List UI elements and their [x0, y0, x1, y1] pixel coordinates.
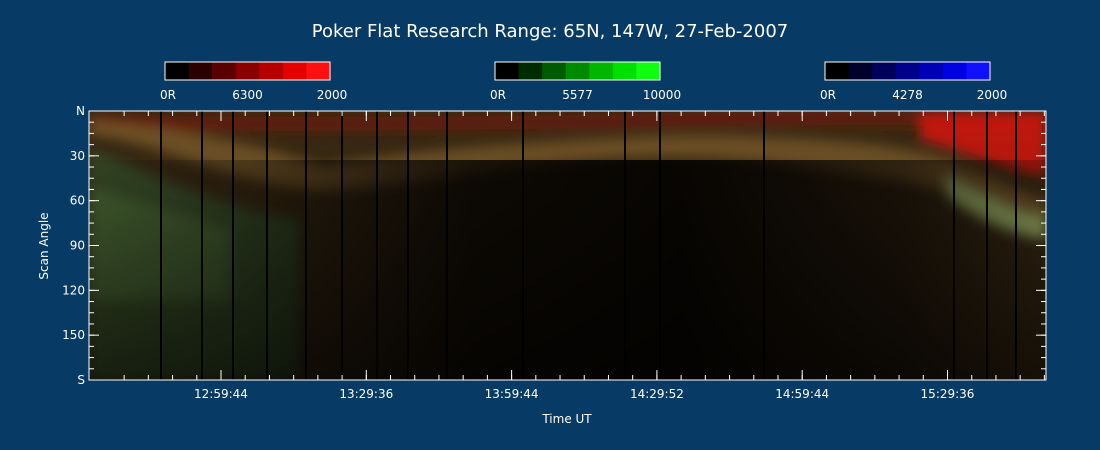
colorbar-wavelength-label: 5577	[562, 88, 593, 102]
colorbar-5577: 0R 5577 10000	[490, 61, 681, 102]
colorbar-swatch	[825, 62, 850, 80]
y-tick-label: 150	[62, 328, 85, 342]
x-tick-label: 13:59:44	[485, 387, 539, 401]
colorbar-swatch	[259, 62, 284, 80]
colorbar-swatch	[589, 62, 614, 80]
y-tick-label: S	[77, 373, 85, 387]
colorbar-swatch	[495, 62, 520, 80]
colorbar-6300: 0R 6300 2000	[160, 61, 348, 102]
colorbar-legend: 0R 6300 2000 0R 5577 10000 0R 4278 2000	[160, 61, 1008, 102]
x-tick-label: 12:59:44	[194, 387, 248, 401]
colorbar-frame	[164, 61, 331, 81]
y-tick-label: 90	[70, 239, 85, 253]
x-tick-label: 15:29:36	[921, 387, 975, 401]
data-gaps	[160, 111, 1017, 380]
colorbar-min-label: 0R	[490, 88, 506, 102]
colorbar-max-label: 10000	[643, 88, 681, 102]
colorbar-swatch	[165, 62, 190, 80]
x-axis-label: Time UT	[541, 412, 592, 426]
colorbar-4278: 0R 4278 2000	[820, 61, 1008, 102]
colorbar-swatch	[895, 62, 920, 80]
x-tick-label: 14:29:52	[630, 387, 684, 401]
colorbar-swatch	[518, 62, 543, 80]
colorbar-swatch	[966, 62, 991, 80]
colorbar-swatch	[872, 62, 897, 80]
colorbar-swatch	[612, 62, 638, 80]
colorbar-min-label: 0R	[160, 88, 176, 102]
chart-title: Poker Flat Research Range: 65N, 147W, 27…	[312, 21, 788, 42]
colorbar-max-label: 2000	[977, 88, 1008, 102]
colorbar-swatch	[542, 62, 567, 80]
x-tick-label: 13:29:36	[339, 387, 393, 401]
colorbar-swatch	[235, 62, 260, 80]
colorbar-swatch	[188, 62, 213, 80]
y-tick-label: 30	[70, 149, 85, 163]
colorbar-wavelength-label: 4278	[892, 88, 923, 102]
y-tick-label: N	[76, 104, 85, 118]
colorbar-swatch	[212, 62, 237, 80]
colorbar-wavelength-label: 6300	[232, 88, 263, 102]
colorbar-swatch	[565, 62, 590, 80]
x-tick-label: 14:59:44	[775, 387, 829, 401]
colorbar-swatch	[919, 62, 944, 80]
colorbar-frame	[824, 61, 991, 81]
colorbar-min-label: 0R	[820, 88, 836, 102]
y-tick-label: 120	[62, 283, 85, 297]
colorbar-swatch	[282, 62, 308, 80]
colorbar-swatch	[636, 62, 661, 80]
colorbar-max-label: 2000	[317, 88, 348, 102]
colorbar-frame	[494, 61, 661, 81]
plot-area: N 30 60 90 120 150 S 12:59:44 13:29:36 13:59:44 14…	[62, 104, 1047, 401]
colorbar-swatch	[848, 62, 873, 80]
y-tick-label: 60	[70, 194, 85, 208]
axis-ticks: N 30 60 90 120 150 S 12:59:44 13:29:36 13:59:44 14…	[62, 104, 1046, 401]
colorbar-swatch	[306, 62, 331, 80]
y-axis-label: Scan Angle	[37, 212, 51, 279]
colorbar-swatch	[942, 62, 968, 80]
night-shade	[89, 160, 1046, 380]
keogram-image	[89, 111, 1046, 380]
